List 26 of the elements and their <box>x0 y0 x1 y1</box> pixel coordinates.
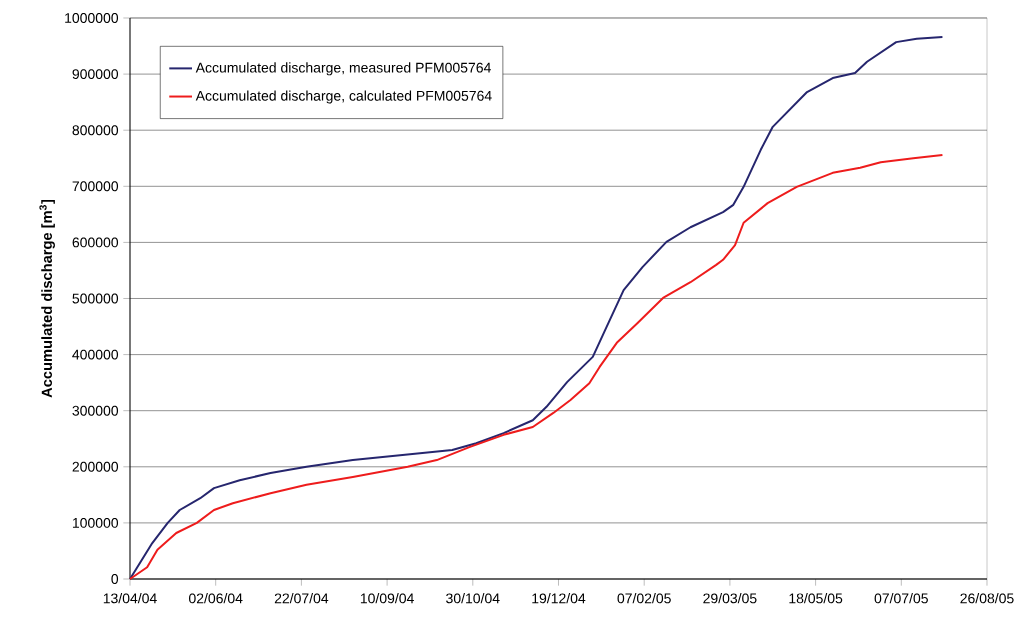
x-tick-label: 19/12/04 <box>532 593 586 604</box>
y-tick-label: 700000 <box>72 181 119 192</box>
x-tick-label: 29/03/05 <box>703 593 757 604</box>
legend-label: Accumulated discharge, calculated PFM005764 <box>195 90 492 104</box>
y-tick-label: 600000 <box>72 237 119 248</box>
x-tick-label: 22/07/04 <box>274 593 329 604</box>
y-tick-label: 900000 <box>72 69 119 80</box>
y-tick-label: 0 <box>111 574 119 584</box>
x-tick-label: 02/06/04 <box>189 593 243 604</box>
x-tick-label: 26/08/05 <box>960 593 1014 604</box>
x-tick-label: 13/04/04 <box>103 593 157 604</box>
y-tick-label: 1000000 <box>65 13 119 23</box>
y-tick-label: 200000 <box>72 461 119 472</box>
y-tick-label: 400000 <box>72 349 119 360</box>
y-tick-label: 300000 <box>72 405 119 416</box>
line-series <box>129 153 944 580</box>
x-tick-label: 07/02/05 <box>617 593 671 604</box>
x-tick-label: 07/07/05 <box>874 593 928 604</box>
y-tick-label: 500000 <box>72 293 119 304</box>
y-tick-label: 800000 <box>72 125 119 136</box>
y-tick-label: 100000 <box>72 517 119 528</box>
y-axis-title: Accumulated discharge [m$^{3}$] <box>39 199 55 398</box>
x-tick-label: 18/05/05 <box>789 593 843 604</box>
x-tick-label: 30/10/04 <box>446 593 500 604</box>
legend-label: Accumulated discharge, measured PFM005764 <box>195 62 491 76</box>
x-tick-label: 10/09/04 <box>360 593 414 604</box>
